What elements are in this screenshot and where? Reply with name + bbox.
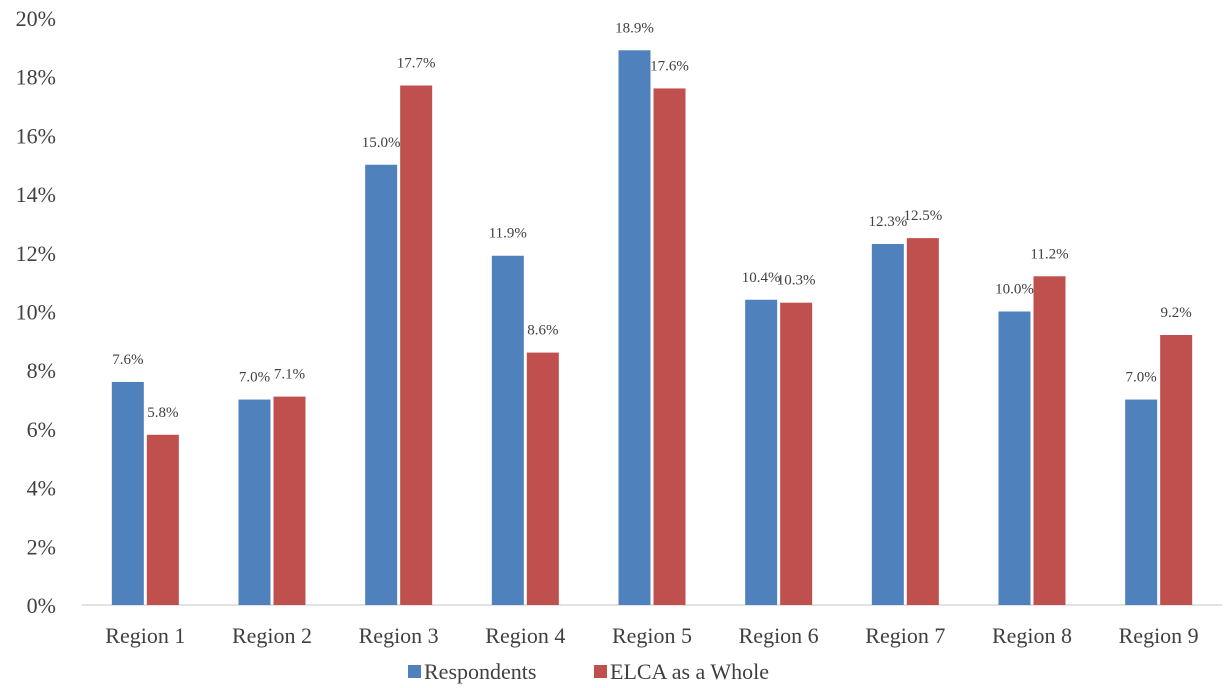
data-label: 18.9% <box>615 20 654 36</box>
legend-swatch-respondents <box>408 665 421 678</box>
bar-elca-3 <box>400 85 433 605</box>
category-labels: Region 1 Region 2 Region 3 Region 4 Region 5… <box>105 623 1198 648</box>
x-category-label: Region 4 <box>485 623 565 648</box>
x-category-label: Region 9 <box>1119 623 1199 648</box>
bar-respondents-1 <box>111 381 144 605</box>
bar-respondents-7 <box>871 243 904 605</box>
bar-respondents-2 <box>238 399 271 605</box>
data-label: 10.3% <box>777 273 816 289</box>
data-label: 12.5% <box>903 208 942 224</box>
bar-elca-1 <box>146 434 179 605</box>
bar-respondents-3 <box>365 164 398 605</box>
y-tick-label: 12% <box>16 241 56 266</box>
y-tick-label: 4% <box>27 476 56 501</box>
x-category-label: Region 3 <box>359 623 439 648</box>
x-category-label: Region 6 <box>739 623 819 648</box>
legend-label-respondents: Respondents <box>424 659 536 684</box>
x-category-label: Region 5 <box>612 623 692 648</box>
data-label: 5.8% <box>147 405 178 421</box>
bars <box>111 50 1193 606</box>
y-tick-label: 20% <box>16 6 56 31</box>
legend-swatch-elca <box>594 665 607 678</box>
bar-elca-8 <box>1033 276 1066 605</box>
data-label: 11.9% <box>489 226 527 242</box>
bar-elca-2 <box>273 396 306 605</box>
y-axis-ticks: 0% 2% 4% 6% 8% 10% 12% 14% 16% 18% 20% <box>16 6 56 618</box>
bar-respondents-4 <box>491 255 524 606</box>
data-label: 7.6% <box>112 352 143 368</box>
bar-respondents-8 <box>998 311 1031 605</box>
bar-respondents-6 <box>745 299 778 605</box>
data-label: 11.2% <box>1030 246 1068 262</box>
bar-respondents-9 <box>1125 399 1158 605</box>
bar-elca-5 <box>653 88 686 605</box>
bar-elca-4 <box>526 352 559 605</box>
data-label: 8.6% <box>527 323 558 339</box>
bar-elca-6 <box>780 302 813 605</box>
x-category-label: Region 7 <box>865 623 945 648</box>
x-category-label: Region 8 <box>992 623 1072 648</box>
x-category-label: Region 2 <box>232 623 312 648</box>
legend: Respondents ELCA as a Whole <box>408 659 769 684</box>
data-label: 17.7% <box>397 56 436 72</box>
legend-label-elca: ELCA as a Whole <box>610 659 769 684</box>
data-label: 15.0% <box>362 135 401 151</box>
data-label: 9.2% <box>1161 305 1192 321</box>
y-tick-label: 8% <box>27 358 56 383</box>
data-label: 12.3% <box>868 214 907 230</box>
bar-elca-7 <box>906 238 939 605</box>
data-label: 7.1% <box>274 367 305 383</box>
y-tick-label: 2% <box>27 534 56 559</box>
bar-elca-9 <box>1160 334 1193 605</box>
y-tick-label: 6% <box>27 417 56 442</box>
y-tick-label: 10% <box>16 300 56 325</box>
data-label: 10.4% <box>742 270 781 286</box>
y-tick-label: 14% <box>16 182 56 207</box>
data-label: 7.0% <box>239 370 270 386</box>
data-label: 10.0% <box>995 282 1034 298</box>
data-label: 7.0% <box>1126 370 1157 386</box>
y-tick-label: 0% <box>27 593 56 618</box>
data-labels: 7.6%5.8%7.0% 7.1%15.0%17.7%11.9%8.6%18.9%… <box>112 20 1192 420</box>
data-label: 17.6% <box>650 58 689 74</box>
y-tick-label: 18% <box>16 65 56 90</box>
x-category-label: Region 1 <box>105 623 185 648</box>
y-tick-label: 16% <box>16 123 56 148</box>
bar-respondents-5 <box>618 50 651 606</box>
